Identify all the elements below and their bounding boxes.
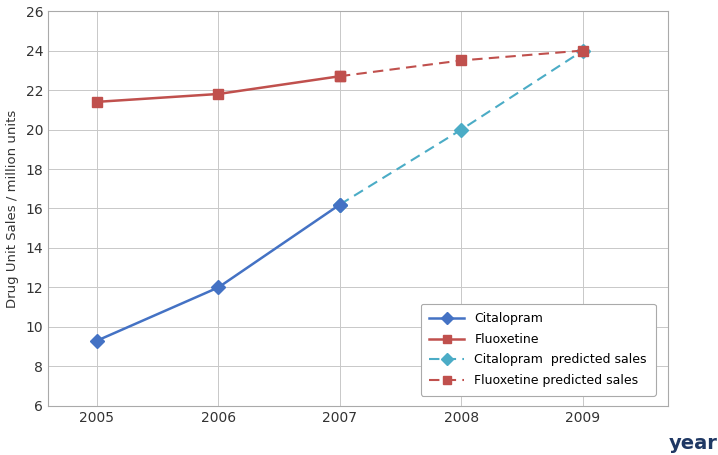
X-axis label: year: year — [668, 434, 717, 453]
Legend: Citalopram, Fluoxetine, Citalopram  predicted sales, Fluoxetine predicted sales: Citalopram, Fluoxetine, Citalopram predi… — [421, 304, 656, 396]
Y-axis label: Drug Unit Sales / million units: Drug Unit Sales / million units — [6, 109, 19, 308]
